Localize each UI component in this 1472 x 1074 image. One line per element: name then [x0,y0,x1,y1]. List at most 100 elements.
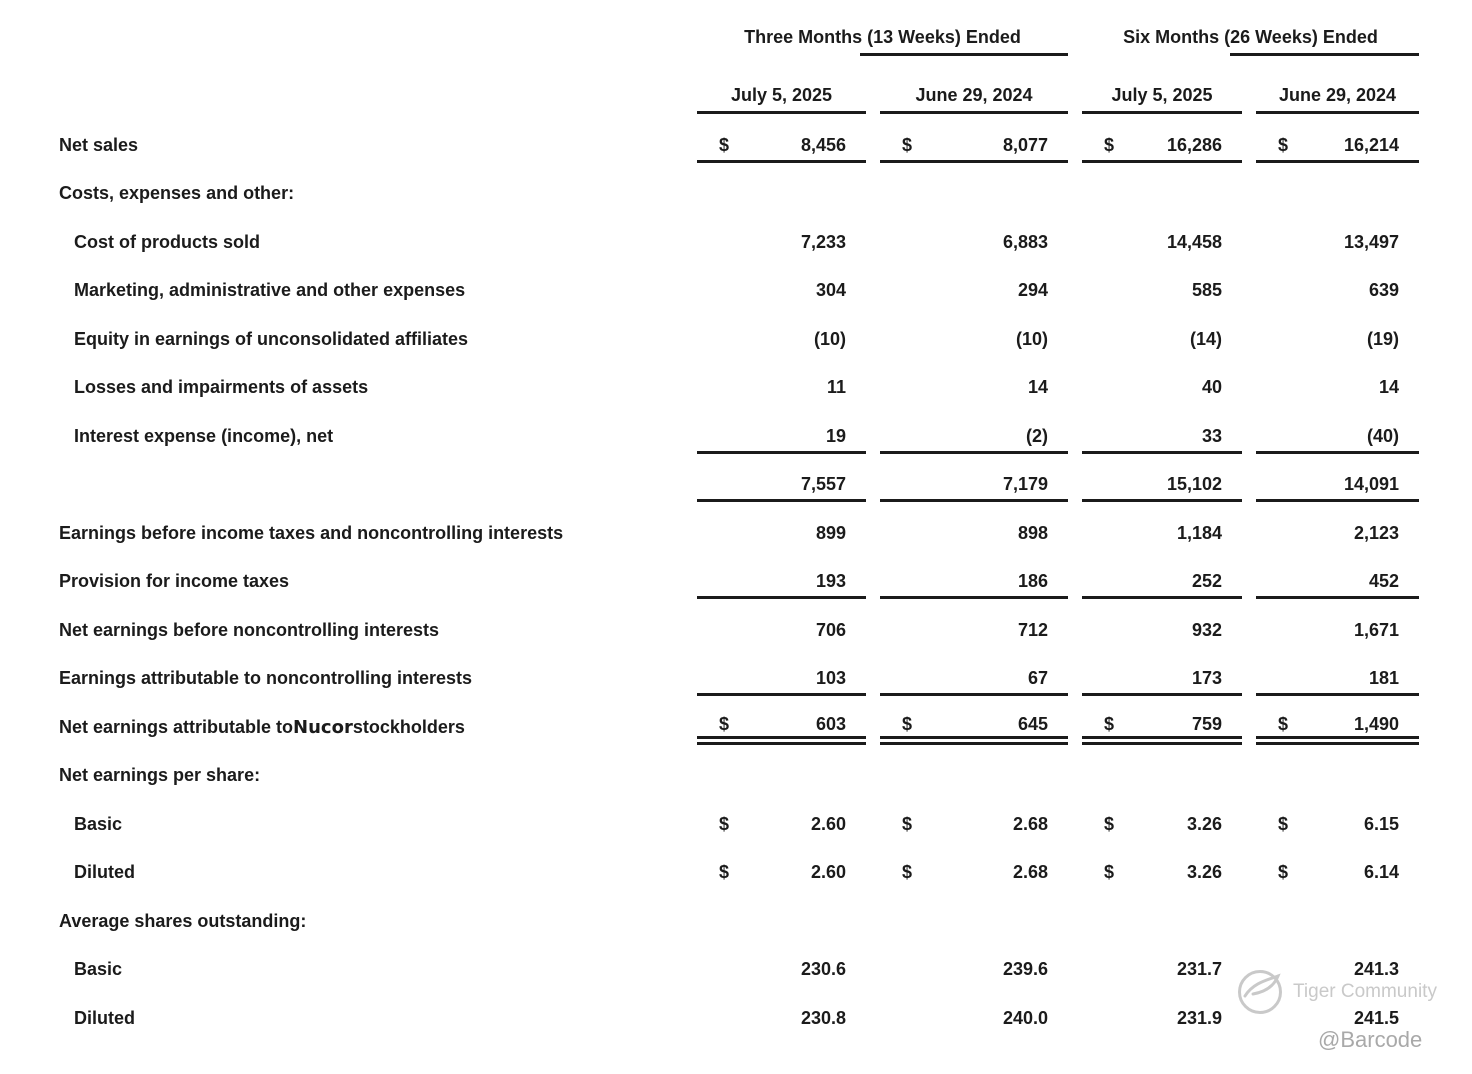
table-row: Net earnings before noncontrolling inter… [59,599,1419,648]
value-cell: $6.15 [1256,793,1419,842]
value: 304 [815,280,846,300]
value: 14 [1378,377,1399,397]
value-cell [1082,163,1242,212]
value: 193 [815,571,846,591]
row-label-part: stockholders [352,716,465,737]
value: 67 [1027,668,1048,688]
value-cell: 241.3 [1256,939,1419,988]
value: 639 [1368,280,1399,300]
value: 1,184 [1176,522,1222,543]
table-row: Costs, expenses and other: [59,163,1419,212]
row-label: Earnings attributable to noncontrolling … [59,668,473,688]
value: 8,077 [1002,134,1048,155]
value-cell: 7,179 [880,454,1068,502]
value-cell: 712 [880,599,1068,648]
row-label: Diluted [74,862,135,882]
table-row: Average shares outstanding: [59,890,1419,939]
value: (40) [1366,425,1399,446]
currency-symbol: $ [1278,862,1289,882]
currency-symbol: $ [902,813,913,834]
value-cell [880,890,1068,939]
value-cell: (10) [697,308,866,357]
value-cell: $2.60 [697,793,866,842]
value-cell: 932 [1082,599,1242,648]
value: 706 [815,619,846,640]
value-cell: 304 [697,260,866,309]
group-header-three-months: Three Months (13 Weeks) Ended [697,16,1068,56]
value-cell: 294 [880,260,1068,309]
value: 230.6 [800,959,846,979]
currency-symbol: $ [902,862,913,882]
value: 3.26 [1186,813,1222,834]
value: 16,214 [1343,134,1399,155]
value-cell: 103 [697,648,866,696]
column-header-row: July 5, 2025 June 29, 2024 July 5, 2025 … [59,74,1419,114]
value: 16,286 [1166,134,1222,155]
table-row: Net earnings attributable to Nucor stock… [59,696,1419,745]
value: 645 [1017,713,1048,734]
value-cell: 7,233 [697,211,866,260]
currency-symbol: $ [1278,813,1289,834]
value-cell: $603 [697,696,866,745]
table-row: Basic 230.6 239.6 231.7 241.3 [59,939,1419,988]
value-cell: (2) [880,405,1068,454]
value: 173 [1191,668,1222,688]
value: 103 [815,668,846,688]
value: 241.3 [1353,959,1399,979]
value: 2.68 [1012,862,1048,882]
value: 2,123 [1353,522,1399,543]
value: 712 [1017,619,1048,640]
table-row: Losses and impairments of assets 11 14 40 14 [59,357,1419,406]
value-cell: $16,286 [1082,114,1242,163]
value: 6.14 [1363,862,1399,882]
value: 33 [1201,425,1222,446]
table-row: Earnings attributable to noncontrolling … [59,648,1419,696]
currency-symbol: $ [902,713,913,734]
value-cell: $2.68 [880,793,1068,842]
value-cell: (14) [1082,308,1242,357]
row-label: Losses and impairments of assets [74,377,369,397]
value: 181 [1368,668,1399,688]
table-row: Interest expense (income), net 19 (2) 33 (40… [59,405,1419,454]
row-label: Net earnings per share: [59,765,261,785]
value-cell: $2.68 [880,842,1068,891]
value: 14 [1027,377,1048,397]
value: 14,091 [1343,474,1399,494]
value-cell: 241.5 [1256,987,1419,1036]
currency-symbol: $ [1104,134,1115,155]
value: 6.15 [1363,813,1399,834]
value: 239.6 [1002,959,1048,979]
row-label: Average shares outstanding: [59,910,307,931]
value: 231.7 [1176,959,1222,979]
value-cell: 14 [880,357,1068,406]
value-cell: $3.26 [1082,793,1242,842]
value-cell: 13,497 [1256,211,1419,260]
row-label: Net sales [59,134,139,155]
value: 15,102 [1166,474,1222,494]
value: 186 [1017,571,1048,591]
row-label: Basic [74,959,123,979]
value-cell: 898 [880,502,1068,551]
value: 6,883 [1002,231,1048,252]
row-label: Diluted [74,1007,135,1028]
value: (2) [1026,425,1048,446]
value: 231.9 [1176,1007,1222,1028]
value-cell: 173 [1082,648,1242,696]
value-cell: $645 [880,696,1068,745]
value-cell: 230.8 [697,987,866,1036]
currency-symbol: $ [1104,862,1115,882]
value-cell: 899 [697,502,866,551]
value-cell: 15,102 [1082,454,1242,502]
value-cell: $16,214 [1256,114,1419,163]
value-cell: 1,184 [1082,502,1242,551]
value: 11 [826,377,846,397]
table-body: Net sales $8,456 $8,077 $16,286 $16,214 Costs… [59,114,1419,1036]
watermark-handle: @Barcode [1318,1027,1423,1052]
value: 40 [1201,377,1222,397]
spacer [59,74,683,114]
value: 603 [815,713,846,734]
value: 1,490 [1353,713,1399,734]
value: 8,456 [800,134,846,155]
value: 585 [1191,280,1222,300]
value-cell: (10) [880,308,1068,357]
